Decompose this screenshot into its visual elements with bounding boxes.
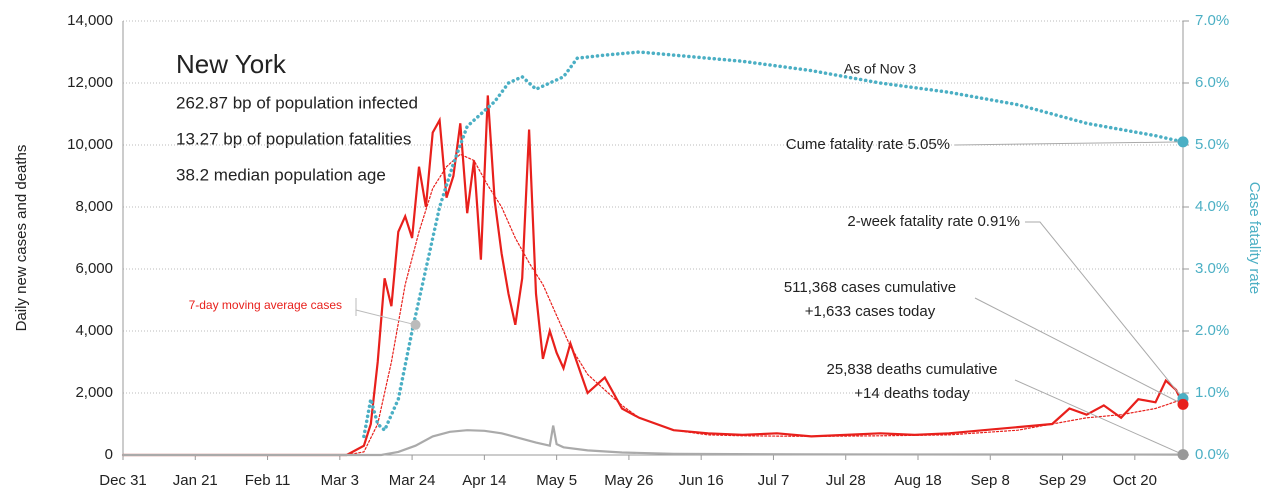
- y2-tick-label: 4.0%: [1195, 198, 1229, 215]
- info-line: 262.87 bp of population infected: [176, 93, 418, 112]
- x-tick-label: Dec 31: [99, 472, 147, 489]
- y2-axis-label: Case fatality rate: [1246, 182, 1263, 295]
- y2-tick-label: 7.0%: [1195, 12, 1229, 29]
- x-tick-label: Feb 11: [245, 472, 291, 489]
- x-tick-label: Oct 20: [1113, 472, 1157, 489]
- y-axis-label: Daily new cases and deaths: [13, 145, 30, 332]
- x-tick-label: Mar 24: [389, 472, 436, 489]
- leader: [355, 309, 416, 326]
- series-line: [122, 153, 1184, 456]
- annotation-dot: [410, 319, 421, 330]
- y-tick-label: 2,000: [75, 384, 113, 401]
- y-tick-label: 4,000: [75, 322, 113, 339]
- marker-label: 2-week fatality rate 0.91%: [847, 213, 1020, 230]
- info-line: 13.27 bp of population fatalities: [176, 129, 411, 148]
- marker-label: +14 deaths today: [854, 385, 970, 402]
- marker-label: 25,838 deaths cumulative: [827, 361, 998, 378]
- x-tick-label: Jul 28: [826, 472, 866, 489]
- y-tick-label: 6,000: [75, 260, 113, 277]
- leader: [954, 141, 1184, 146]
- y2-tick-label: 5.0%: [1195, 136, 1229, 153]
- y2-tick-label: 2.0%: [1195, 322, 1229, 339]
- series-line: [121, 425, 1185, 457]
- y2-tick-label: 6.0%: [1195, 74, 1229, 91]
- annotation: 7-day moving average cases: [189, 298, 342, 312]
- y-tick-label: 8,000: [75, 198, 113, 215]
- marker-dot: [1177, 398, 1189, 410]
- leader: [1025, 221, 1184, 399]
- y-tick-label: 10,000: [67, 136, 113, 153]
- marker-dot: [1177, 449, 1189, 461]
- leader: [974, 297, 1184, 405]
- y2-tick-label: 0.0%: [1195, 446, 1229, 463]
- marker-label: 511,368 cases cumulative: [784, 279, 956, 296]
- marker-label: Cume fatality rate 5.05%: [786, 136, 950, 153]
- y-tick-label: 12,000: [67, 74, 113, 91]
- info-line: 38.2 median population age: [176, 165, 386, 184]
- x-tick-label: Mar 3: [321, 472, 359, 489]
- marker-dot: [1177, 136, 1189, 148]
- chart-title: New York: [176, 49, 287, 79]
- x-tick-label: Jun 16: [679, 472, 724, 489]
- y2-tick-label: 3.0%: [1195, 260, 1229, 277]
- x-tick-label: Sep 29: [1039, 472, 1087, 489]
- y2-tick-label: 1.0%: [1195, 384, 1229, 401]
- marker-label: +1,633 cases today: [805, 303, 936, 320]
- series-line: [121, 95, 1185, 457]
- x-tick-label: Jul 7: [758, 472, 790, 489]
- x-tick-label: Jan 21: [173, 472, 218, 489]
- x-tick-label: May 26: [604, 472, 653, 489]
- leader: [1014, 379, 1184, 456]
- annotation: As of Nov 3: [844, 61, 917, 77]
- series-line: [362, 50, 1185, 439]
- y-tick-label: 0: [105, 446, 113, 463]
- x-tick-label: May 5: [536, 472, 577, 489]
- x-tick-label: Apr 14: [462, 472, 506, 489]
- x-tick-label: Sep 8: [971, 472, 1010, 489]
- x-tick-label: Aug 18: [894, 472, 942, 489]
- y-tick-label: 14,000: [67, 12, 113, 29]
